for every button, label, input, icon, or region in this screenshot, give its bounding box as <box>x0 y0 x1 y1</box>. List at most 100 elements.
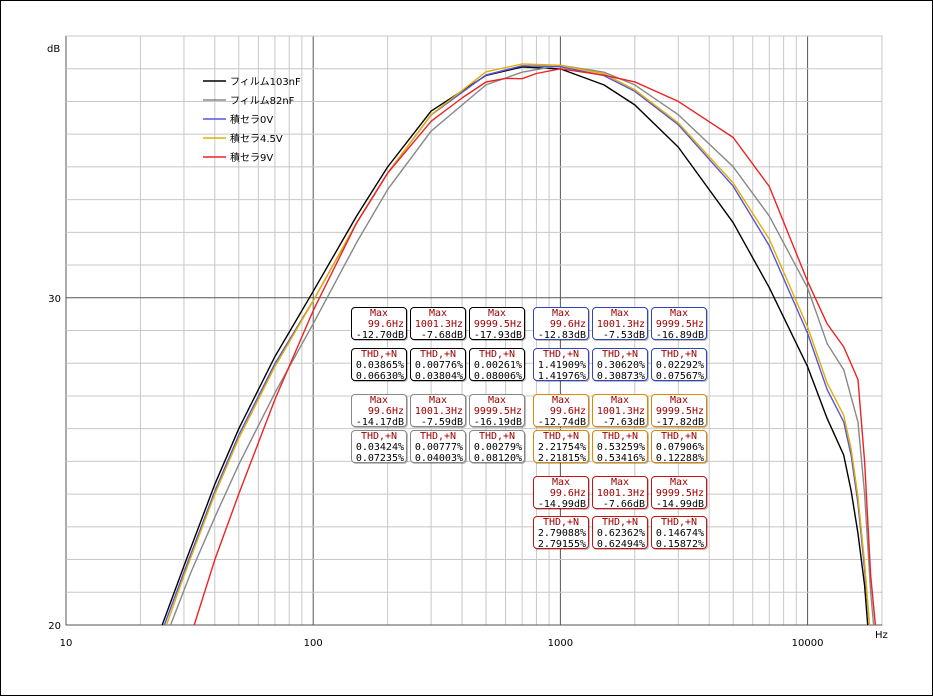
box-value-1: 0.53259% <box>596 442 645 453</box>
box-value-1: 0.30620% <box>596 360 645 371</box>
thd-box: THD,+N 0.53259% 0.53416% <box>592 430 648 464</box>
series-line <box>193 68 877 626</box>
max-level-box: Max 1001.3Hz -7.53dB <box>592 307 648 341</box>
box-header: Max <box>428 308 448 319</box>
box-header: THD,+N <box>542 517 580 528</box>
box-value-2: 2.21815% <box>537 453 586 464</box>
box-value-1: 99.6Hz <box>367 406 404 417</box>
box-header: THD,+N <box>478 349 516 360</box>
max-level-box: Max 9999.5Hz -16.89dB <box>651 307 707 341</box>
thd-box: THD,+N 0.03424% 0.07235% <box>351 430 407 464</box>
max-level-box: Max 9999.5Hz -14.99dB <box>651 476 707 510</box>
box-header: THD,+N <box>542 431 580 442</box>
box-value-2: 0.30873% <box>596 371 645 382</box>
box-value-1: 9999.5Hz <box>473 406 522 417</box>
max-level-box: Max 9999.5Hz -17.82dB <box>651 394 707 428</box>
box-value-2: 0.12288% <box>655 453 704 464</box>
max-level-box: Max 1001.3Hz -7.68dB <box>410 307 466 341</box>
box-value-1: 1001.3Hz <box>596 406 645 417</box>
box-header: Max <box>610 477 630 488</box>
max-level-box: Max 99.6Hz -12.74dB <box>533 394 589 428</box>
box-value-1: 9999.5Hz <box>655 319 704 330</box>
box-value-1: 0.00279% <box>473 442 522 453</box>
max-level-box: Max 99.6Hz -12.70dB <box>351 307 407 341</box>
box-value-2: 0.07567% <box>655 371 704 382</box>
box-value-2: 0.08120% <box>473 453 522 464</box>
thd-box: THD,+N 0.00261% 0.08006% <box>469 348 525 382</box>
box-header: Max <box>610 395 630 406</box>
thd-box: THD,+N 0.02292% 0.07567% <box>651 348 707 382</box>
box-value-2: -16.89dB <box>655 330 704 341</box>
box-header: Max <box>669 395 689 406</box>
box-header: THD,+N <box>601 349 639 360</box>
box-header: Max <box>610 308 630 319</box>
series-line <box>165 63 871 626</box>
box-value-1: 0.00777% <box>414 442 463 453</box>
box-value-2: 0.04003% <box>414 453 463 464</box>
box-value-2: 0.62494% <box>596 539 645 550</box>
legend: フィルム103nF フィルム82nF 積セラ0V 積セラ4.5V 積セラ9V <box>203 76 301 164</box>
legend-entry: フィルム103nF <box>230 76 301 88</box>
box-header: Max <box>669 308 689 319</box>
box-value-2: 0.53416% <box>596 453 645 464</box>
box-value-2: 0.06630% <box>355 371 404 382</box>
box-value-2: -17.82dB <box>655 417 704 428</box>
x-tick-label: 10 <box>60 638 73 649</box>
box-header: THD,+N <box>360 349 398 360</box>
box-header: THD,+N <box>478 431 516 442</box>
box-value-2: -14.99dB <box>537 499 586 510</box>
series-line <box>161 66 869 626</box>
box-header: THD,+N <box>419 349 457 360</box>
box-header: THD,+N <box>660 349 698 360</box>
box-value-1: 1001.3Hz <box>414 406 463 417</box>
max-level-box: Max 9999.5Hz -17.93dB <box>469 307 525 341</box>
max-level-box: Max 99.6Hz -14.17dB <box>351 394 407 428</box>
box-header: THD,+N <box>360 431 398 442</box>
box-header: Max <box>487 308 507 319</box>
tick-labels: 10 100 1000 10000 20 30 <box>48 294 823 649</box>
legend-entry: 積セラ9V <box>230 151 273 164</box>
box-value-1: 0.62362% <box>596 528 645 539</box>
box-value-2: -14.99dB <box>655 499 704 510</box>
y-tick-label: 20 <box>48 621 61 632</box>
x-tick-label: 10000 <box>792 638 824 649</box>
box-value-2: -14.17dB <box>355 417 404 428</box>
y-unit-label: dB <box>47 44 60 55</box>
box-value-2: 0.03804% <box>414 371 463 382</box>
box-value-2: -16.19dB <box>473 417 522 428</box>
box-value-1: 9999.5Hz <box>655 406 704 417</box>
max-level-box: Max 1001.3Hz -7.66dB <box>592 476 648 510</box>
box-value-2: -7.63dB <box>602 417 645 428</box>
box-header: Max <box>369 395 389 406</box>
box-header: Max <box>551 308 571 319</box>
box-value-1: 2.79088% <box>537 528 586 539</box>
box-value-1: 0.14674% <box>655 528 704 539</box>
box-value-1: 9999.5Hz <box>473 319 522 330</box>
box-value-2: 2.79155% <box>537 539 586 550</box>
thd-box: THD,+N 0.00776% 0.03804% <box>410 348 466 382</box>
thd-box: THD,+N 2.79088% 2.79155% <box>533 516 589 550</box>
max-level-box: Max 1001.3Hz -7.63dB <box>592 394 648 428</box>
box-value-1: 1001.3Hz <box>414 319 463 330</box>
legend-entry: 積セラ4.5V <box>230 132 283 145</box>
box-value-2: -17.93dB <box>473 330 522 341</box>
box-header: Max <box>428 395 448 406</box>
box-header: Max <box>551 395 571 406</box>
max-level-box: Max 99.6Hz -12.83dB <box>533 307 589 341</box>
box-value-1: 0.00261% <box>473 360 522 371</box>
box-value-2: -12.74dB <box>537 417 586 428</box>
box-header: Max <box>551 477 571 488</box>
series-line <box>169 64 875 626</box>
series-line <box>163 65 871 626</box>
box-header: THD,+N <box>542 349 580 360</box>
box-value-2: -7.68dB <box>420 330 463 341</box>
box-value-2: 0.07235% <box>355 453 404 464</box>
box-header: Max <box>487 395 507 406</box>
box-value-1: 0.00776% <box>414 360 463 371</box>
thd-box: THD,+N 0.00279% 0.08120% <box>469 430 525 464</box>
max-level-box: Max 99.6Hz -14.99dB <box>533 476 589 510</box>
max-level-box: Max 9999.5Hz -16.19dB <box>469 394 525 428</box>
box-value-1: 1001.3Hz <box>596 319 645 330</box>
